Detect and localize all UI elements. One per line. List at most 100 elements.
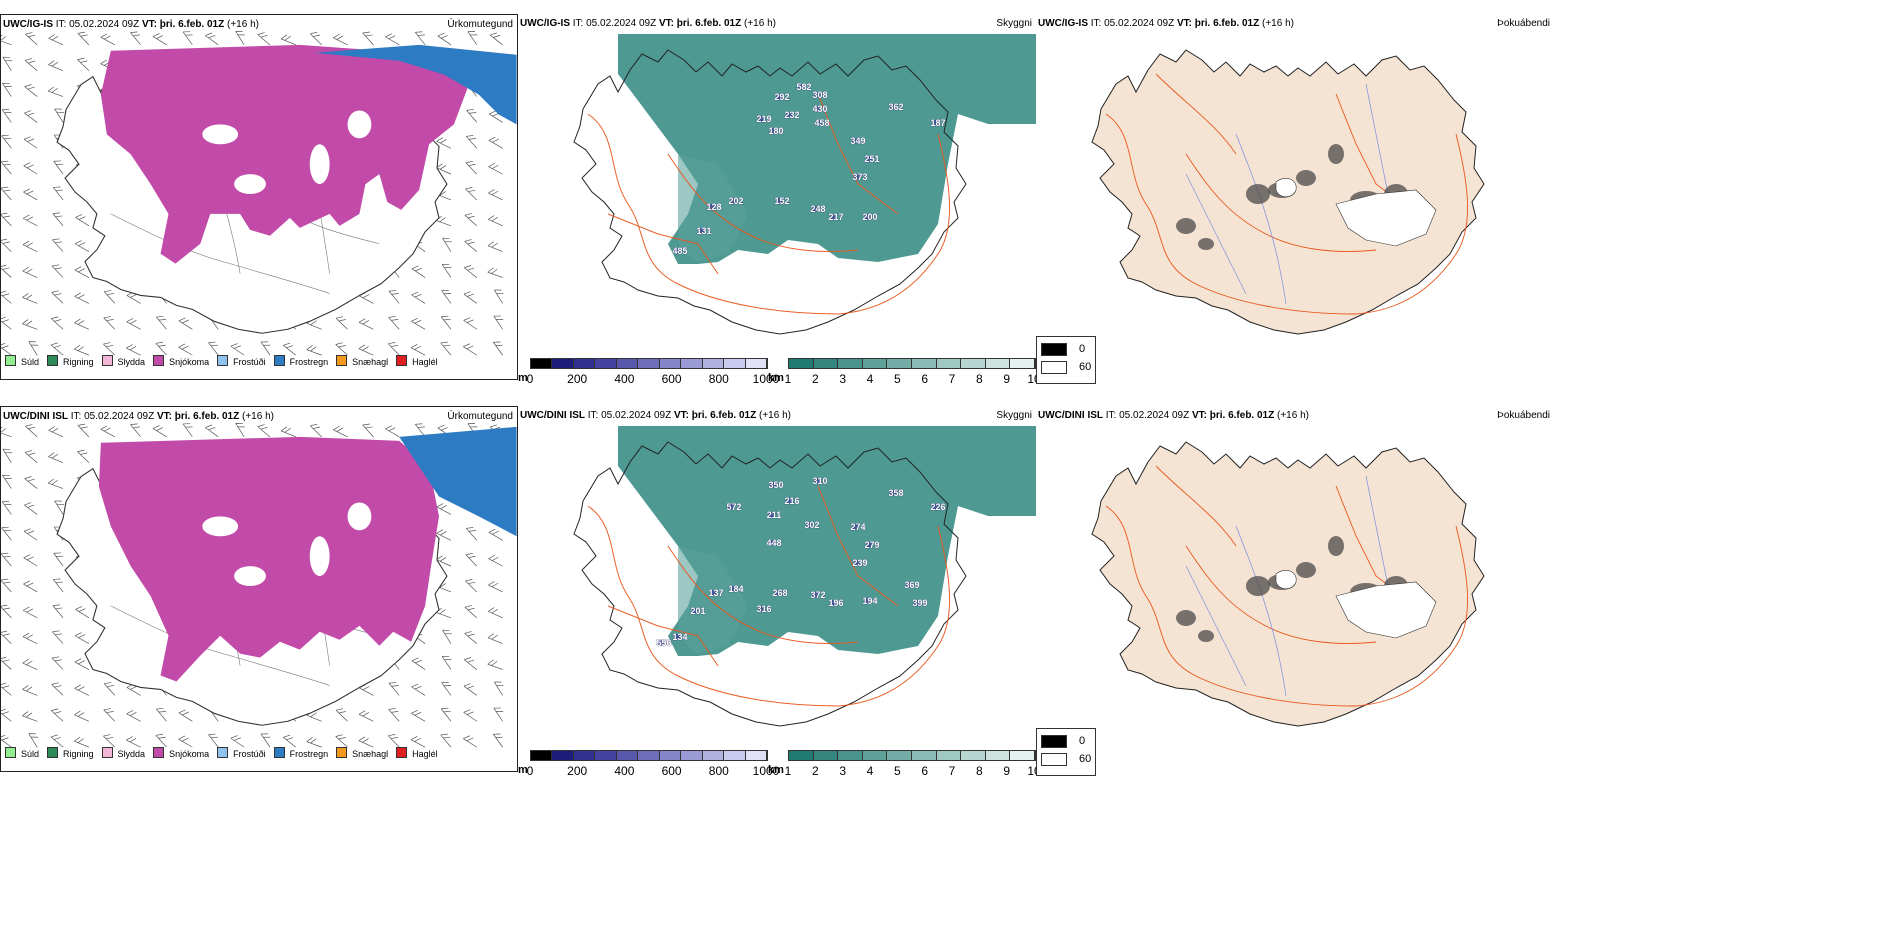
legend-swatch — [153, 747, 165, 758]
height-colorbar-row1: m 0 200 400 600 800 1000 — [518, 356, 779, 390]
elevation-label: 399 — [912, 598, 927, 608]
legend-label: 60 — [1079, 753, 1092, 765]
elevation-label: 194 — [862, 596, 877, 606]
visibility-colorbar-row2: km 1 2 3 4 5 6 7 8 9 10 — [768, 748, 1041, 782]
colorbar-tick: 0 — [526, 764, 534, 778]
elevation-label: 196 — [828, 598, 843, 608]
elevation-label: 211 — [767, 510, 782, 520]
legend-swatch — [336, 747, 348, 758]
colorbar-ticks: 1 2 3 4 5 6 7 8 9 10 — [785, 764, 1041, 778]
colorbar-unit: km — [768, 764, 784, 776]
colorbar-step — [862, 359, 888, 368]
fog-legend-row2: 0 60 — [1036, 728, 1096, 776]
colorbar-step — [573, 751, 596, 760]
legend-label: Súld — [21, 749, 40, 759]
colorbar-tick: 1 — [784, 372, 792, 386]
legend-label: Slydda — [117, 357, 146, 367]
elevation-label: 485 — [672, 246, 687, 256]
legend-swatch — [1041, 361, 1067, 374]
colorbar-tick: 0 — [526, 372, 534, 386]
precipitation-type-map — [1, 15, 517, 379]
elevation-label: 187 — [930, 118, 945, 128]
colorbar-tick: 4 — [866, 764, 874, 778]
colorbar-step — [838, 751, 863, 760]
colorbar-step — [531, 751, 553, 760]
legend-swatch — [336, 355, 348, 366]
legend-label: Snjókoma — [169, 357, 210, 367]
elevation-label: 292 — [774, 92, 789, 102]
elevation-label: 216 — [784, 496, 799, 506]
elevation-label: 358 — [888, 488, 903, 498]
colorbar-step — [838, 359, 863, 368]
precip-legend-item: Snjókoma — [153, 355, 209, 367]
colorbar-step — [985, 751, 1011, 760]
colorbar-unit: km — [768, 372, 784, 384]
elevation-label: 184 — [728, 584, 743, 594]
legend-label: Snjókoma — [169, 749, 210, 759]
legend-swatch — [1041, 343, 1067, 356]
panel-title: Úrkomutegund — [447, 411, 513, 422]
legend-label: Haglél — [412, 749, 438, 759]
precip-legend-item: Snæhagl — [336, 747, 388, 759]
colorbar-step — [595, 751, 617, 760]
precip-legend-item: Súld — [5, 747, 39, 759]
colorbar-tick: 5 — [893, 372, 901, 386]
precipitation-type-map — [1, 407, 517, 771]
legend-swatch — [5, 747, 16, 758]
legend-label: Frostregn — [289, 357, 329, 367]
legend-swatch — [217, 355, 229, 366]
elevation-label: 373 — [852, 172, 867, 182]
colorbar-step — [681, 751, 703, 760]
colorbar-tick: 600 — [661, 764, 682, 778]
colorbar-step — [616, 751, 639, 760]
elevation-label: 251 — [864, 154, 879, 164]
colorbar-step — [887, 751, 912, 760]
colorbar-step — [789, 751, 814, 760]
colorbar-tick: 8 — [975, 372, 983, 386]
colorbar-step — [659, 359, 682, 368]
precip-legend: Súld Rigning Slydda Snjókoma Frostúði Frostre… — [5, 355, 446, 371]
legend-swatch — [1041, 735, 1067, 748]
colorbar-step — [911, 751, 937, 760]
colorbar-step — [813, 751, 839, 760]
colorbar-tick: 4 — [866, 372, 874, 386]
legend-label: Frostregn — [289, 749, 329, 759]
colorbar-step — [936, 359, 962, 368]
panel-title: Þokuábendi — [1497, 18, 1550, 29]
elevation-label: 302 — [804, 520, 819, 530]
colorbar-step — [616, 359, 639, 368]
legend-label: 60 — [1079, 361, 1092, 373]
panel-title: Skyggni — [996, 18, 1032, 29]
fog-indicator-map — [1036, 406, 1554, 772]
fog-legend-row1: 0 60 — [1036, 336, 1096, 384]
legend-swatch — [5, 355, 16, 366]
colorbar-tick: 800 — [708, 764, 729, 778]
legend-swatch — [101, 747, 113, 758]
colorbar-tick: 7 — [948, 764, 956, 778]
height-colorbar-row2: m 0 200 400 600 800 1000 — [518, 748, 780, 782]
colorbar-tick: 3 — [839, 372, 846, 386]
elevation-label: 310 — [812, 476, 827, 486]
colorbar-step — [702, 751, 725, 760]
panel-title: Þokuábendi — [1497, 410, 1550, 421]
colorbar-step — [681, 359, 703, 368]
colorbar-step — [552, 359, 574, 368]
colorbar-tick: 1000 — [752, 764, 780, 778]
colorbar-tick: 9 — [1003, 764, 1010, 778]
colorbar-tick: 5 — [893, 764, 901, 778]
colorbar-step — [789, 359, 814, 368]
colorbar-step — [1010, 751, 1035, 760]
elevation-label: 239 — [852, 558, 867, 568]
legend-swatch — [396, 355, 408, 366]
elevation-label: 180 — [768, 126, 783, 136]
colorbar-step — [1010, 359, 1035, 368]
legend-label: Frostúði — [233, 357, 266, 367]
elevation-label: 137 — [708, 588, 723, 598]
colorbar-step — [702, 359, 725, 368]
legend-swatch — [47, 355, 59, 366]
colorbar-step — [595, 359, 617, 368]
colorbar-ticks: 1 2 3 4 5 6 7 8 9 10 — [784, 372, 1041, 386]
legend-swatch — [273, 747, 285, 758]
colorbar-tick: 6 — [921, 372, 928, 386]
